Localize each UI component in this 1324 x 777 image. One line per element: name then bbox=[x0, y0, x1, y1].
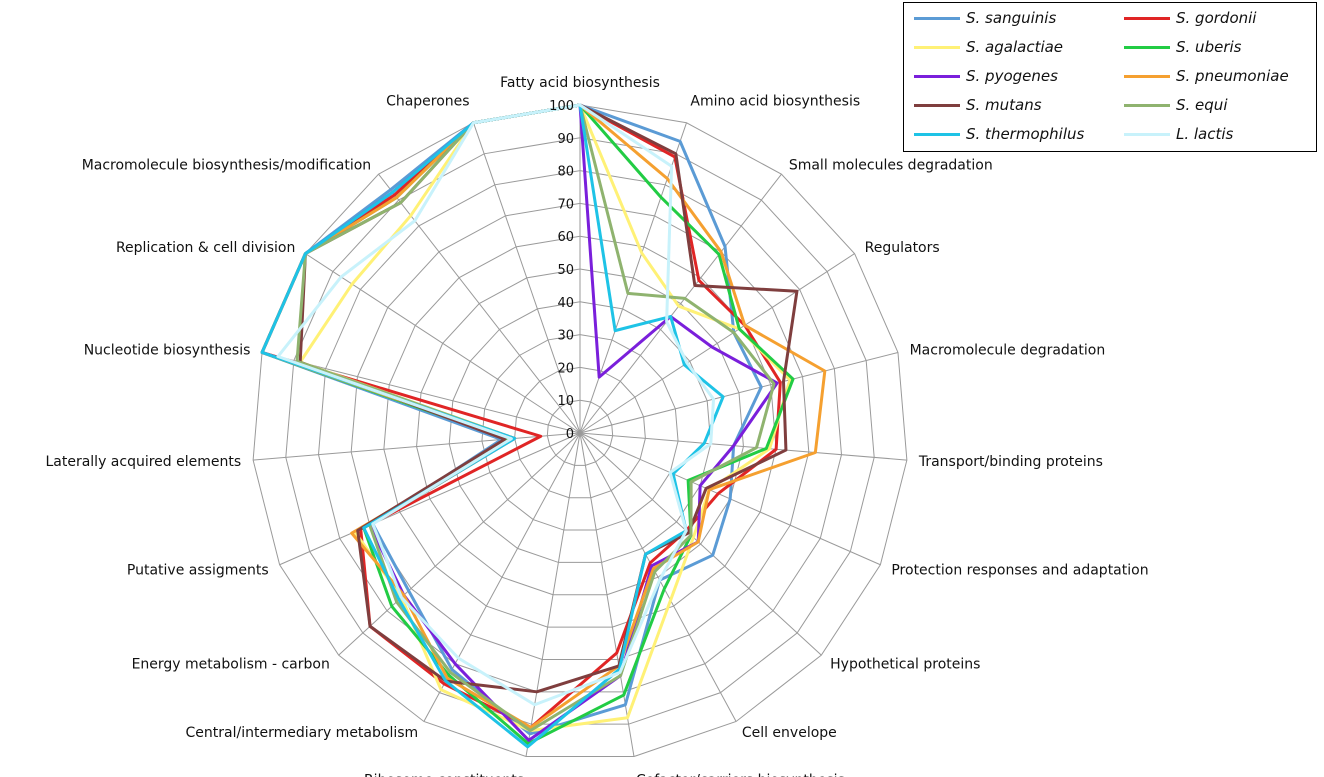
legend-swatch bbox=[914, 132, 960, 136]
axis-label-hypothetical-proteins: Hypothetical proteins bbox=[830, 656, 980, 672]
grid-ring-60 bbox=[383, 235, 777, 628]
radial-tick-60: 60 bbox=[557, 230, 574, 245]
series-line-l-lactis bbox=[276, 103, 716, 707]
legend-item-s-pneumoniae: S. pneumoniae bbox=[1124, 65, 1289, 87]
grid-ring-20 bbox=[514, 366, 646, 499]
legend-swatch bbox=[1124, 132, 1170, 136]
axis-label-putative-assigments: Putative assigments bbox=[127, 563, 269, 579]
legend-item-s-agalactiae: S. agalactiae bbox=[914, 36, 1063, 58]
legend-swatch bbox=[1124, 74, 1170, 78]
series-line-s-sanguinis bbox=[260, 103, 763, 736]
axis-label-amino-acid-biosynthesis: Amino acid biosynthesis bbox=[690, 93, 860, 109]
legend-swatch bbox=[914, 74, 960, 78]
series-line-s-thermophilus bbox=[260, 103, 725, 749]
radial-tick-50: 50 bbox=[557, 263, 574, 278]
legend-label: S. equi bbox=[1176, 96, 1228, 114]
spoke-macromolecule-biosynthesis-modification bbox=[378, 173, 581, 434]
radar-grid bbox=[252, 104, 908, 758]
series-line-s-equi bbox=[295, 103, 776, 733]
axis-label-cell-envelope: Cell envelope bbox=[742, 725, 837, 741]
legend-item-s-sanguinis: S. sanguinis bbox=[914, 7, 1056, 29]
series-line-s-pyogenes bbox=[260, 103, 779, 742]
legend-item-s-uberis: S. uberis bbox=[1124, 36, 1241, 58]
axis-label-regulators: Regulators bbox=[865, 240, 940, 256]
radial-tick-100: 100 bbox=[549, 99, 574, 114]
axis-label-protection-responses-and-adaptation: Protection responses and adaptation bbox=[891, 563, 1148, 579]
grid-ring-70 bbox=[350, 202, 810, 660]
axis-label-energy-metabolism-carbon: Energy metabolism - carbon bbox=[132, 656, 330, 672]
legend-swatch bbox=[914, 16, 960, 20]
legend-swatch bbox=[914, 45, 960, 49]
legend-swatch bbox=[914, 103, 960, 107]
spoke-ribosome-constituents bbox=[525, 432, 581, 757]
radial-tick-90: 90 bbox=[557, 132, 574, 147]
spoke-small-molecules-degradation bbox=[579, 173, 782, 434]
grid-ring-30 bbox=[481, 334, 679, 531]
spoke-macromolecule-degradation bbox=[579, 351, 899, 434]
spoke-putative-assigments bbox=[279, 432, 581, 566]
radar-axis-labels: Fatty acid biosynthesis Amino acid biosyn… bbox=[45, 75, 1148, 777]
series-line-s-agalactiae bbox=[298, 103, 792, 733]
radial-tick-30: 30 bbox=[557, 329, 574, 344]
legend-label: S. pneumoniae bbox=[1176, 67, 1289, 85]
spoke-energy-metabolism-carbon bbox=[338, 432, 581, 656]
radar-radial-tick-labels: 0 10 20 30 40 50 60 70 80 90 100 bbox=[549, 99, 574, 442]
axis-label-fatty-acid-biosynthesis: Fatty acid biosynthesis bbox=[500, 75, 660, 91]
legend-label: S. agalactiae bbox=[966, 38, 1064, 56]
legend: S. sanguinis S. gordonii S. agalactiae S. u… bbox=[903, 2, 1317, 152]
spoke-amino-acid-biosynthesis bbox=[579, 122, 687, 434]
axis-label-laterally-acquired-elements: Laterally acquired elements bbox=[45, 454, 241, 470]
legend-item-s-equi: S. equi bbox=[1124, 94, 1227, 116]
legend-label: S. sanguinis bbox=[966, 9, 1057, 27]
radial-tick-70: 70 bbox=[557, 197, 574, 212]
radial-tick-0: 0 bbox=[566, 427, 574, 442]
spoke-transport-binding-proteins bbox=[579, 432, 907, 461]
radial-tick-20: 20 bbox=[557, 361, 574, 376]
legend-label: S. thermophilus bbox=[966, 125, 1085, 143]
legend-item-s-mutans: S. mutans bbox=[914, 94, 1042, 116]
axis-label-small-molecules-degradation: Small molecules degradation bbox=[789, 158, 993, 174]
axis-label-macromolecule-degradation: Macromolecule degradation bbox=[910, 343, 1106, 359]
legend-swatch bbox=[1124, 103, 1170, 107]
axis-label-cofactor-carriers-biosynthesis: Cofactor/carriers biosynthesis bbox=[636, 772, 845, 777]
legend-swatch bbox=[1124, 45, 1170, 49]
axis-label-macromolecule-biosynthesis-modification: Macromolecule biosynthesis/modification bbox=[82, 158, 371, 174]
spoke-cell-envelope bbox=[579, 432, 737, 722]
radar-series bbox=[260, 103, 827, 749]
legend-label: S. gordonii bbox=[1176, 9, 1257, 27]
legend-label: S. pyogenes bbox=[966, 67, 1058, 85]
spoke-hypothetical-proteins bbox=[579, 432, 822, 656]
axis-label-chaperones: Chaperones bbox=[386, 93, 470, 109]
spoke-laterally-acquired-elements bbox=[253, 432, 581, 461]
legend-label: S. uberis bbox=[1176, 38, 1242, 56]
legend-item-s-pyogenes: S. pyogenes bbox=[914, 65, 1058, 87]
axis-label-ribosome-constituents: Ribosome constituents bbox=[364, 772, 524, 777]
grid-ring-40 bbox=[448, 301, 712, 563]
radial-tick-10: 10 bbox=[557, 394, 574, 409]
legend-swatch bbox=[1124, 16, 1170, 20]
legend-label: L. lactis bbox=[1176, 125, 1234, 143]
radial-tick-80: 80 bbox=[557, 165, 574, 180]
axis-label-nucleotide-biosynthesis: Nucleotide biosynthesis bbox=[84, 343, 251, 359]
legend-item-l-lactis: L. lactis bbox=[1124, 123, 1233, 145]
axis-label-replication-cell-division: Replication & cell division bbox=[116, 240, 295, 256]
legend-label: S. mutans bbox=[966, 96, 1042, 114]
spoke-chaperones bbox=[473, 122, 581, 434]
radial-tick-40: 40 bbox=[557, 296, 574, 311]
series-line-s-pneumoniae bbox=[260, 103, 827, 729]
grid-ring-10 bbox=[546, 399, 614, 466]
legend-item-s-gordonii: S. gordonii bbox=[1124, 7, 1256, 29]
axis-label-central-intermediary-metabolism: Central/intermediary metabolism bbox=[186, 725, 419, 741]
series-line-s-gordonii bbox=[260, 103, 782, 729]
legend-item-s-thermophilus: S. thermophilus bbox=[914, 123, 1084, 145]
axis-label-transport-binding-proteins: Transport/binding proteins bbox=[918, 454, 1103, 470]
spoke-regulators bbox=[579, 253, 855, 434]
